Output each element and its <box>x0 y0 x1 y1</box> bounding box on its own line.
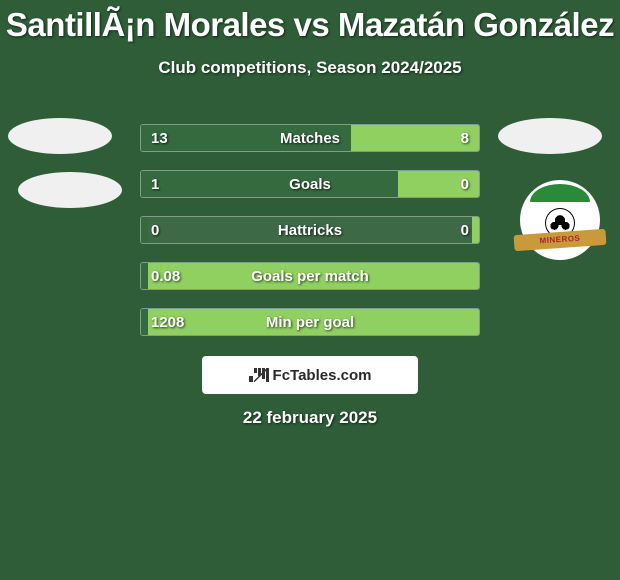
stat-label: Goals per match <box>141 263 479 289</box>
stat-value-right: 0 <box>461 171 469 197</box>
stat-label: Min per goal <box>141 309 479 335</box>
subtitle: Club competitions, Season 2024/2025 <box>0 58 620 78</box>
attribution-badge: FcTables.com <box>202 356 418 394</box>
club-logo-right: MINEROS <box>520 180 600 260</box>
stat-label: Matches <box>141 125 479 151</box>
avatar-player-left-team1 <box>8 118 112 154</box>
stat-row: 0 Hattricks 0 <box>140 216 480 244</box>
avatar-player-right-team1 <box>498 118 602 154</box>
club-logo-banner: MINEROS <box>514 229 607 251</box>
stat-row: 13 Matches 8 <box>140 124 480 152</box>
stat-row: 1 Goals 0 <box>140 170 480 198</box>
bar-chart-icon <box>249 368 267 382</box>
stat-value-right: 0 <box>461 217 469 243</box>
stat-row: 1208 Min per goal <box>140 308 480 336</box>
page-title: SantillÃ¡n Morales vs Mazatán González <box>0 0 620 44</box>
stat-value-right: 8 <box>461 125 469 151</box>
stat-row: 0.08 Goals per match <box>140 262 480 290</box>
stats-table: 13 Matches 8 1 Goals 0 0 Hattricks 0 0.0… <box>140 124 480 354</box>
stat-label: Hattricks <box>141 217 479 243</box>
attribution-text: FcTables.com <box>273 367 372 384</box>
stat-label: Goals <box>141 171 479 197</box>
date-line: 22 february 2025 <box>0 408 620 428</box>
avatar-player-left-team2 <box>18 172 122 208</box>
